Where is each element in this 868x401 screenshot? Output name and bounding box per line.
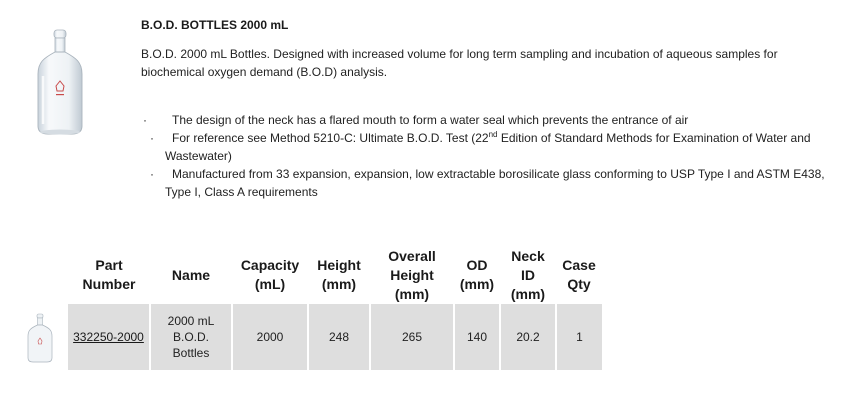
header-line: Overall [388,247,436,264]
header-line: (mm) [394,285,430,302]
feature-item: · The design of the neck has a flared mo… [141,111,841,129]
col-part-number: Part Number [68,246,150,304]
name-line: Bottles [172,346,210,360]
header-line: Capacity [240,257,300,273]
feature-list: · The design of the neck has a flared mo… [141,111,841,201]
part-number-link[interactable]: 332250-2000 [73,330,144,344]
header-line: Number [82,276,136,292]
product-info: B.O.D. BOTTLES 2000 mL B.O.D. 2000 mL Bo… [141,18,841,201]
col-overall-height: Overall Height (mm) [370,246,454,304]
header-line: Qty [567,276,591,292]
table-row: 332250-2000 2000 mL B.O.D. Bottles 2000 … [68,304,602,370]
feature-text: Manufactured from 33 expansion, expansio… [165,167,825,199]
bod-bottle-image [37,29,83,135]
header-line: Name [171,266,211,283]
product-title: B.O.D. BOTTLES 2000 mL [141,18,289,32]
col-capacity: Capacity (mL) [232,246,308,304]
cell-od: 140 [453,304,500,370]
col-case-qty: Case Qty [556,246,602,304]
cell-capacity: 2000 [231,304,308,370]
cell-overall-height: 265 [369,304,454,370]
header-line: Case [562,257,596,273]
name-line: B.O.D. [172,330,209,344]
header-line: Part [95,257,123,273]
col-neck-id: Neck ID (mm) [500,246,556,304]
header-line: Neck [511,247,545,264]
feature-text-sup: nd [488,130,498,139]
feature-text: Edition of Standard Methods for Examinat… [165,131,811,163]
feature-text: For reference see Method 5210-C: Ultimat… [172,131,489,145]
cell-name: 2000 mL B.O.D. Bottles [149,304,232,370]
bod-bottle-thumbnail [27,313,53,363]
feature-item: · Manufactured from 33 expansion, expansi… [141,165,841,201]
header-line: (mm) [459,276,495,292]
header-line: (mL) [254,276,286,292]
cell-height: 248 [307,304,370,370]
bullet-marker: · [143,113,147,127]
header-line: OD [466,257,488,273]
col-height: Height (mm) [308,246,370,304]
cell-part-number: 332250-2000 [68,304,150,370]
col-name: Name [150,246,232,304]
product-description: B.O.D. 2000 mL Bottles. Designed with in… [141,47,778,79]
feature-item: · For reference see Method 5210-C: Ultima… [141,129,841,165]
bullet-marker: · [150,131,154,145]
spec-table-header-row: Part Number Name Capacity (mL) Height (m… [68,246,602,304]
col-od: OD (mm) [454,246,500,304]
feature-text: The design of the neck has a flared mout… [172,113,689,127]
header-line: Height [390,266,434,283]
spec-table: Part Number Name Capacity (mL) Height (m… [68,246,602,370]
cell-case-qty: 1 [555,304,602,370]
header-line: Height [317,257,361,273]
name-line: 2000 mL [167,314,215,328]
header-line: ID (mm) [510,266,546,302]
cell-neck-id: 20.2 [499,304,556,370]
bullet-marker: · [150,167,154,181]
header-line: (mm) [321,276,357,292]
